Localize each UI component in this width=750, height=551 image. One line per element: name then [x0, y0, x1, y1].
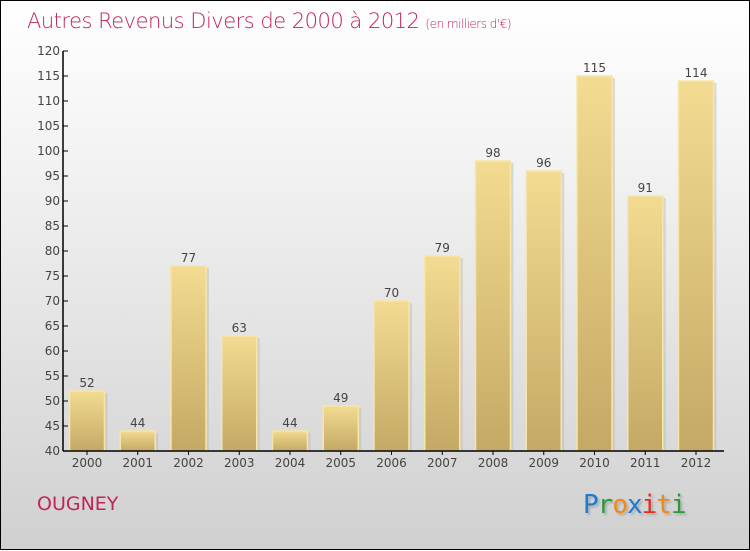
logo-letter: t [656, 490, 672, 520]
x-tick-label: 2003 [224, 456, 255, 470]
data-label: 44 [282, 416, 297, 430]
y-tick-label: 90 [45, 194, 60, 208]
y-tick-label: 40 [45, 444, 60, 458]
bar-2004 [271, 430, 309, 452]
bar-2006 [373, 300, 410, 452]
y-tick-label: 45 [45, 419, 60, 433]
x-tick-label: 2012 [681, 456, 712, 470]
city-name: OUGNEY [37, 493, 119, 515]
y-tick-label: 115 [37, 69, 60, 83]
logo-letter: i [641, 490, 658, 520]
logo-letter: P [583, 490, 599, 520]
y-tick-label: 100 [37, 144, 60, 158]
x-tick-label: 2007 [427, 456, 458, 470]
y-tick-label: 55 [45, 369, 60, 383]
y-tick-label: 75 [45, 269, 60, 283]
proxiti-logo: Proxiti [583, 490, 687, 520]
y-tick-label: 50 [45, 394, 60, 408]
bar-2007 [424, 255, 461, 452]
logo-letter: o [612, 490, 628, 520]
data-label: 91 [638, 181, 653, 195]
y-tick-label: 80 [45, 244, 60, 258]
x-tick-label: 2011 [630, 456, 661, 470]
x-tick-label: 2008 [478, 456, 509, 470]
logo-letter: x [626, 490, 643, 520]
x-tick-label: 2000 [72, 456, 103, 470]
data-label: 96 [536, 156, 551, 170]
bar-2010 [576, 75, 613, 452]
y-tick-label: 120 [37, 44, 60, 58]
y-tick-label: 70 [45, 294, 60, 308]
data-label: 44 [130, 416, 145, 430]
x-tick-label: 2009 [528, 456, 559, 470]
bar-2000 [68, 390, 106, 452]
bar-2003 [221, 335, 258, 452]
x-tick-label: 2004 [275, 456, 306, 470]
chart-title: Autres Revenus Divers de 2000 à 2012 (en … [27, 9, 512, 33]
y-tick-label: 60 [45, 344, 60, 358]
logo-letter: r [597, 490, 614, 520]
data-label: 98 [485, 146, 500, 160]
x-tick-label: 2006 [376, 456, 407, 470]
bar-2009 [525, 170, 562, 452]
data-label: 52 [79, 376, 94, 390]
data-label: 79 [435, 241, 450, 255]
x-tick-label: 2005 [325, 456, 356, 470]
title-unit: (en milliers d'€) [425, 17, 512, 31]
data-label: 49 [333, 391, 348, 405]
x-tick-label: 2001 [122, 456, 153, 470]
y-tick-label: 110 [37, 94, 60, 108]
bar-2011 [627, 195, 664, 452]
bar-2008 [474, 160, 512, 452]
x-tick-label: 2010 [579, 456, 610, 470]
data-label: 70 [384, 286, 399, 300]
data-label: 77 [181, 251, 196, 265]
x-tick-label: 2002 [173, 456, 204, 470]
data-label: 63 [232, 321, 247, 335]
title-text: Autres Revenus Divers de 2000 à 2012 [27, 9, 420, 33]
bar-2005 [322, 405, 359, 452]
y-tick-label: 85 [45, 219, 60, 233]
data-label: 114 [685, 66, 708, 80]
y-tick-label: 65 [45, 319, 60, 333]
data-label: 115 [583, 61, 606, 75]
y-tick-label: 105 [37, 119, 60, 133]
bar-2001 [119, 430, 156, 452]
logo-letter: i [670, 490, 687, 520]
bar-2002 [170, 265, 207, 452]
bar-2012 [677, 80, 715, 452]
y-tick-label: 95 [45, 169, 60, 183]
